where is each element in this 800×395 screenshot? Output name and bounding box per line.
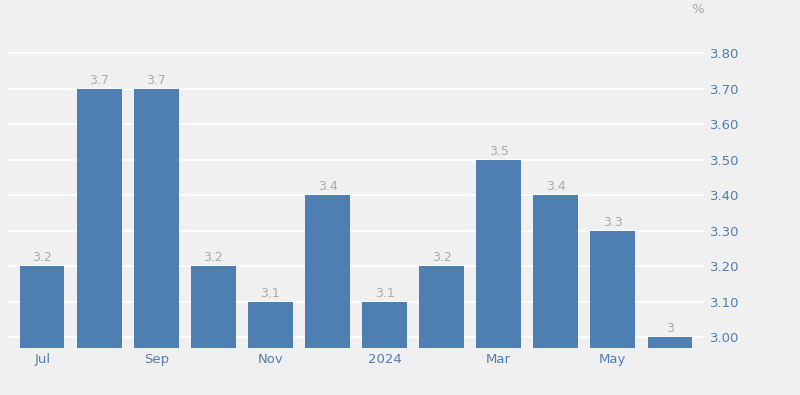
Bar [476,160,521,395]
Text: 3.1: 3.1 [374,287,394,300]
Bar [647,337,692,395]
Text: 3.2: 3.2 [432,251,451,264]
Text: 3.5: 3.5 [489,145,509,158]
Bar [77,89,122,395]
Text: 3.7: 3.7 [146,74,166,87]
Text: 3: 3 [666,322,674,335]
Text: 3.2: 3.2 [203,251,223,264]
Text: 3.1: 3.1 [261,287,280,300]
Bar [306,195,350,395]
Text: 3.3: 3.3 [603,216,622,229]
Bar [362,301,406,395]
Bar [534,195,578,395]
Text: 3.2: 3.2 [32,251,52,264]
Bar [191,266,236,395]
Bar [248,301,293,395]
Bar [419,266,464,395]
Text: 3.7: 3.7 [90,74,110,87]
Bar [134,89,178,395]
Text: 3.4: 3.4 [318,181,338,194]
Text: 3.4: 3.4 [546,181,566,194]
Text: %: % [691,4,704,17]
Bar [20,266,65,395]
Bar [590,231,635,395]
